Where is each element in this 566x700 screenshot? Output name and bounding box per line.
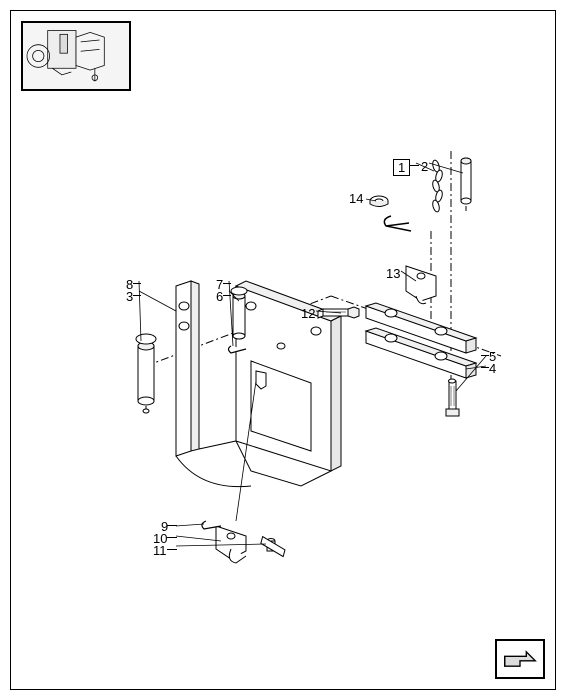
callout-label-11: 11 bbox=[153, 543, 167, 558]
leader-line bbox=[223, 295, 231, 296]
reference-thumbnail bbox=[21, 21, 131, 91]
callout-label-8: 8 bbox=[126, 277, 133, 292]
callout-label-12: 12 bbox=[301, 306, 315, 321]
leader-line bbox=[167, 525, 177, 526]
leader-line bbox=[409, 165, 419, 166]
leader-line bbox=[167, 549, 177, 550]
diagram-frame: 1 2 3 4 5 6 7 8 9 10 11 12 13 14 bbox=[10, 10, 556, 690]
callout-label-13: 13 bbox=[386, 266, 400, 281]
callout-label-5: 5 bbox=[489, 349, 496, 364]
leader-line bbox=[133, 295, 141, 296]
callout-label-2: 2 bbox=[421, 159, 428, 174]
leader-line bbox=[481, 355, 489, 356]
parts-drawing bbox=[71, 131, 511, 591]
leader-line bbox=[223, 283, 231, 284]
callout-label-7: 7 bbox=[216, 277, 223, 292]
leader-line bbox=[167, 537, 177, 538]
leader-line bbox=[133, 283, 141, 284]
thumbnail-drawing bbox=[23, 23, 129, 89]
callout-box-1: 1 bbox=[393, 159, 410, 176]
callout-label-14: 14 bbox=[349, 191, 363, 206]
exploded-view-diagram: 1 2 3 4 5 6 7 8 9 10 11 12 13 14 bbox=[71, 131, 511, 591]
callout-label-1: 1 bbox=[393, 159, 412, 176]
leader-line bbox=[481, 367, 489, 368]
next-page-icon[interactable] bbox=[495, 639, 545, 679]
